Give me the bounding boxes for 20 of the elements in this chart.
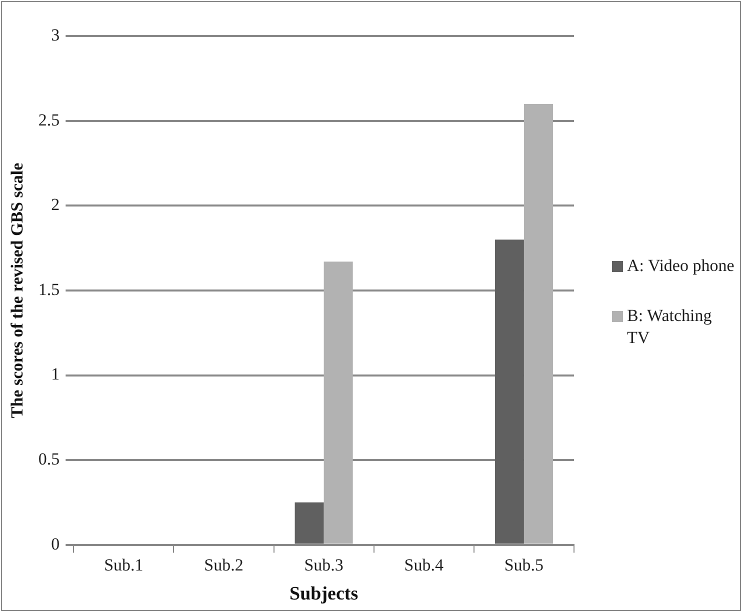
x-tick-label: Sub.3 xyxy=(304,555,344,574)
bar xyxy=(324,262,353,544)
bar xyxy=(494,240,524,544)
x-tick-label: Sub.1 xyxy=(104,555,144,574)
x-tick-label: Sub.4 xyxy=(404,555,444,574)
y-tick-label: 0.5 xyxy=(38,450,60,468)
bar xyxy=(294,502,324,544)
x-tick-label: Sub.2 xyxy=(204,555,244,574)
y-axis-title: The scores of the revised GBS scale xyxy=(8,162,27,418)
x-tick-label: Sub.5 xyxy=(504,555,544,574)
y-tick-label: 1 xyxy=(51,364,60,384)
y-tick-label: 2 xyxy=(51,195,60,214)
y-tick-label: 3 xyxy=(51,26,60,45)
y-tick-label: 0 xyxy=(51,534,60,554)
legend-label: A: Video phone xyxy=(627,255,734,277)
legend-label: B: Watching TV xyxy=(627,305,713,349)
bar xyxy=(524,104,553,544)
y-tick-label: 1.5 xyxy=(38,280,60,299)
x-axis-title: Subjects xyxy=(290,584,358,605)
y-tick-label: 2.5 xyxy=(38,110,60,130)
